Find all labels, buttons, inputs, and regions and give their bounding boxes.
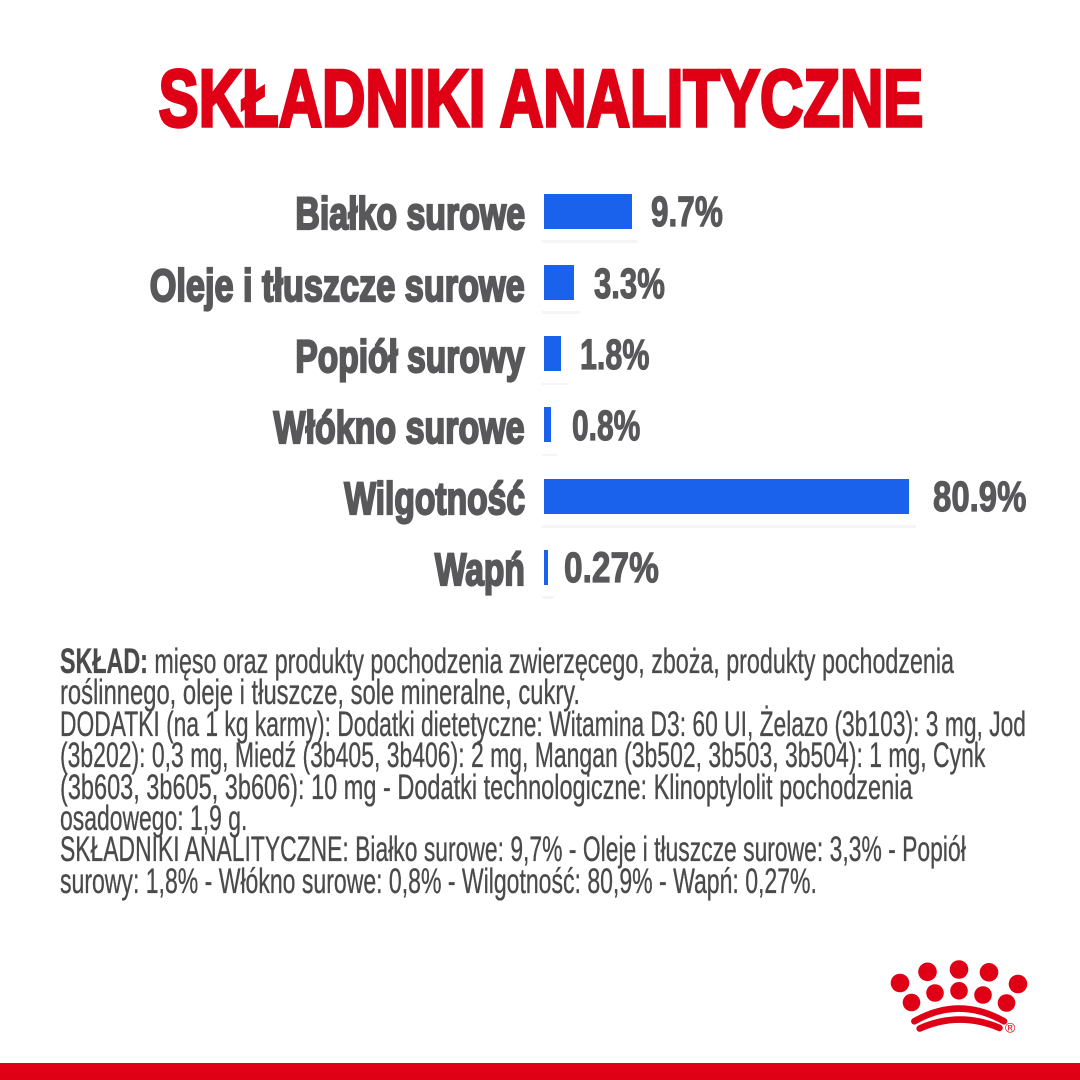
svg-text:®: ® [1005,1020,1016,1036]
